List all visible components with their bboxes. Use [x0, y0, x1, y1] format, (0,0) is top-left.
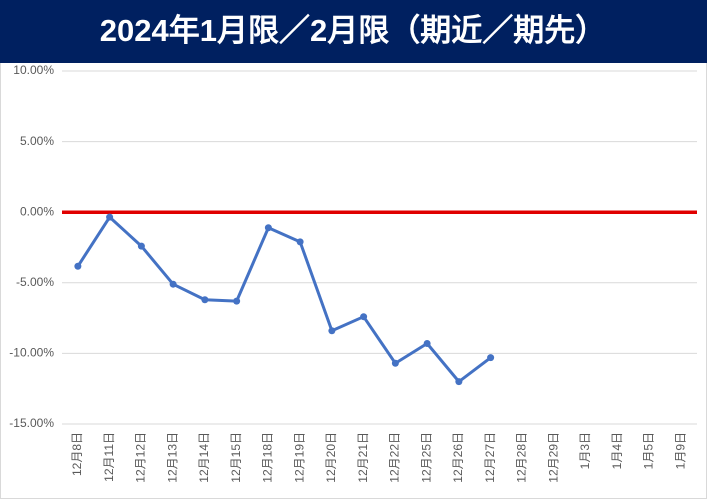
- data-line: [76, 215, 492, 384]
- x-tick-label: 12月8日: [70, 432, 84, 476]
- x-tick-label: 12月21日: [356, 432, 370, 483]
- data-point: [264, 224, 272, 232]
- x-tick-label: 1月4日: [610, 432, 624, 469]
- data-point: [201, 296, 209, 304]
- x-tick-label: 12月26日: [451, 432, 465, 483]
- y-tick-label: -15.00%: [9, 416, 54, 430]
- x-tick-label: 1月9日: [673, 432, 687, 469]
- y-tick-label: 0.00%: [20, 204, 54, 218]
- title-banner: [0, 0, 707, 63]
- data-point: [74, 262, 82, 270]
- data-point: [487, 354, 495, 362]
- x-tick-label: 12月27日: [483, 432, 497, 483]
- x-tick-label: 12月11日: [102, 432, 116, 482]
- y-tick-label: 5.00%: [20, 134, 54, 148]
- data-point: [328, 327, 336, 335]
- x-tick-label: 1月3日: [578, 432, 592, 469]
- x-tick-label: 12月25日: [419, 432, 433, 483]
- y-tick-label: 10.00%: [13, 63, 54, 77]
- data-point: [455, 378, 463, 386]
- data-point: [106, 213, 114, 221]
- x-tick-label: 12月28日: [515, 432, 529, 483]
- y-tick-label: -10.00%: [9, 346, 54, 360]
- data-point: [360, 313, 368, 321]
- x-tick-label: 12月18日: [261, 432, 275, 483]
- data-point: [233, 297, 241, 305]
- x-tick-label: 12月19日: [292, 432, 306, 483]
- data-point: [137, 242, 145, 250]
- data-point: [169, 280, 177, 288]
- x-tick-label: 1月5日: [642, 432, 656, 469]
- y-tick-label: -5.00%: [16, 275, 54, 289]
- chart-title: 2024年1月限／2月限（期近／期先）: [100, 13, 606, 48]
- data-point: [296, 238, 304, 246]
- x-tick-label: 12月29日: [546, 432, 560, 483]
- x-tick-label: 12月20日: [324, 432, 338, 483]
- data-point: [391, 359, 399, 367]
- x-tick-label: 12月14日: [197, 432, 211, 483]
- x-tick-label: 12月12日: [134, 432, 148, 483]
- x-tick-label: 12月22日: [388, 432, 402, 483]
- x-tick-label: 12月13日: [165, 432, 179, 483]
- x-tick-label: 12月15日: [229, 432, 243, 483]
- data-point: [423, 340, 431, 348]
